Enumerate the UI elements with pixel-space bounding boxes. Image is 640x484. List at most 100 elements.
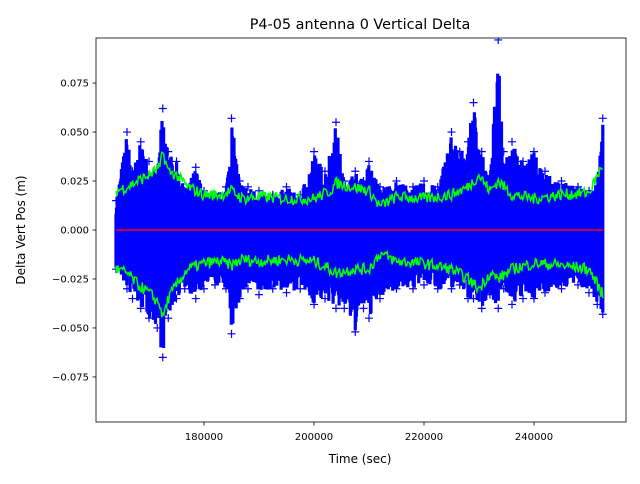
- data-point: [519, 157, 528, 166]
- data-point: [376, 294, 384, 303]
- data-point: [235, 294, 244, 303]
- data-point: [136, 304, 145, 313]
- x-axis: 180000 200000 220000 240000: [185, 422, 553, 443]
- data-point: [243, 182, 252, 191]
- data-point: [477, 147, 486, 156]
- data-point: [221, 284, 230, 293]
- data-point: [530, 294, 539, 303]
- data-point: [499, 284, 508, 293]
- y-tick-label: −0.075: [52, 372, 89, 383]
- data-point: [420, 177, 428, 186]
- data-point: [164, 314, 173, 323]
- data-point: [235, 177, 244, 186]
- data-point: [164, 147, 173, 156]
- marker-group: [111, 38, 607, 362]
- y-tick-label: −0.025: [52, 274, 89, 285]
- data-point: [433, 182, 442, 191]
- data-point: [158, 353, 167, 362]
- data-point: [340, 304, 349, 313]
- data-point: [464, 137, 472, 146]
- x-tick-label: 200000: [295, 432, 333, 443]
- data-point: [541, 167, 550, 176]
- data-point: [221, 182, 230, 191]
- data-point: [365, 314, 373, 323]
- data-point: [180, 186, 189, 195]
- data-point: [365, 157, 373, 166]
- data-point: [144, 314, 153, 323]
- data-point: [392, 177, 401, 186]
- data-point: [469, 98, 478, 107]
- data-point: [598, 114, 607, 123]
- data-point: [420, 280, 428, 289]
- data-point: [447, 284, 456, 293]
- data-point: [557, 284, 566, 293]
- data-point: [499, 147, 508, 156]
- data-point: [530, 147, 539, 156]
- data-point: [351, 327, 360, 336]
- data-point: [486, 177, 495, 186]
- data-point: [136, 137, 145, 146]
- data-point: [433, 284, 442, 293]
- data-point: [508, 137, 517, 146]
- data-point: [494, 38, 503, 44]
- data-point: [243, 284, 252, 293]
- data-point: [409, 182, 417, 191]
- data-band-blue: [114, 73, 605, 348]
- x-tick-label: 240000: [515, 432, 553, 443]
- data-point: [227, 329, 236, 338]
- data-point: [128, 167, 137, 176]
- data-point: [296, 284, 305, 293]
- y-tick-label: 0.025: [60, 177, 89, 188]
- y-tick-label: 0.050: [60, 128, 89, 139]
- data-point: [574, 182, 583, 191]
- data-point: [469, 294, 478, 303]
- data-point: [268, 284, 277, 293]
- data-point: [455, 147, 464, 156]
- x-tick-label: 180000: [185, 432, 223, 443]
- data-point: [111, 196, 120, 205]
- data-point: [598, 310, 607, 319]
- data-point: [153, 323, 162, 332]
- plot-area: [111, 38, 607, 362]
- data-point: [486, 290, 495, 299]
- data-point: [180, 284, 189, 293]
- data-point: [144, 157, 153, 166]
- data-point: [321, 294, 329, 303]
- data-point: [593, 300, 602, 309]
- data-point: [392, 284, 401, 293]
- y-tick-label: −0.050: [52, 323, 89, 334]
- data-point: [227, 114, 236, 123]
- data-point: [557, 177, 566, 186]
- data-point: [455, 280, 464, 289]
- data-point: [376, 182, 384, 191]
- data-point: [191, 163, 200, 172]
- data-point: [359, 304, 368, 313]
- data-point: [359, 177, 368, 186]
- y-axis-label: Delta Vert Pos (m): [14, 175, 28, 284]
- data-point: [282, 182, 291, 191]
- data-point: [309, 147, 318, 156]
- data-point: [541, 288, 550, 297]
- data-point: [254, 290, 263, 299]
- x-tick-label: 220000: [405, 432, 443, 443]
- data-point: [585, 288, 594, 297]
- data-point: [332, 118, 340, 127]
- data-point: [477, 304, 486, 313]
- data-point: [199, 284, 208, 293]
- data-point: [158, 104, 167, 113]
- data-point: [519, 294, 528, 303]
- data-point: [332, 304, 340, 313]
- data-point: [574, 280, 583, 289]
- data-point: [282, 288, 291, 297]
- data-point: [172, 294, 181, 303]
- data-point: [309, 300, 318, 309]
- data-point: [128, 294, 137, 303]
- chart-title: P4-05 antenna 0 Vertical Delta: [250, 17, 471, 33]
- data-point: [447, 128, 456, 137]
- data-point: [508, 300, 517, 309]
- upper-sigma-line: [115, 151, 603, 208]
- y-tick-label: 0.075: [60, 79, 89, 90]
- data-point: [191, 294, 200, 303]
